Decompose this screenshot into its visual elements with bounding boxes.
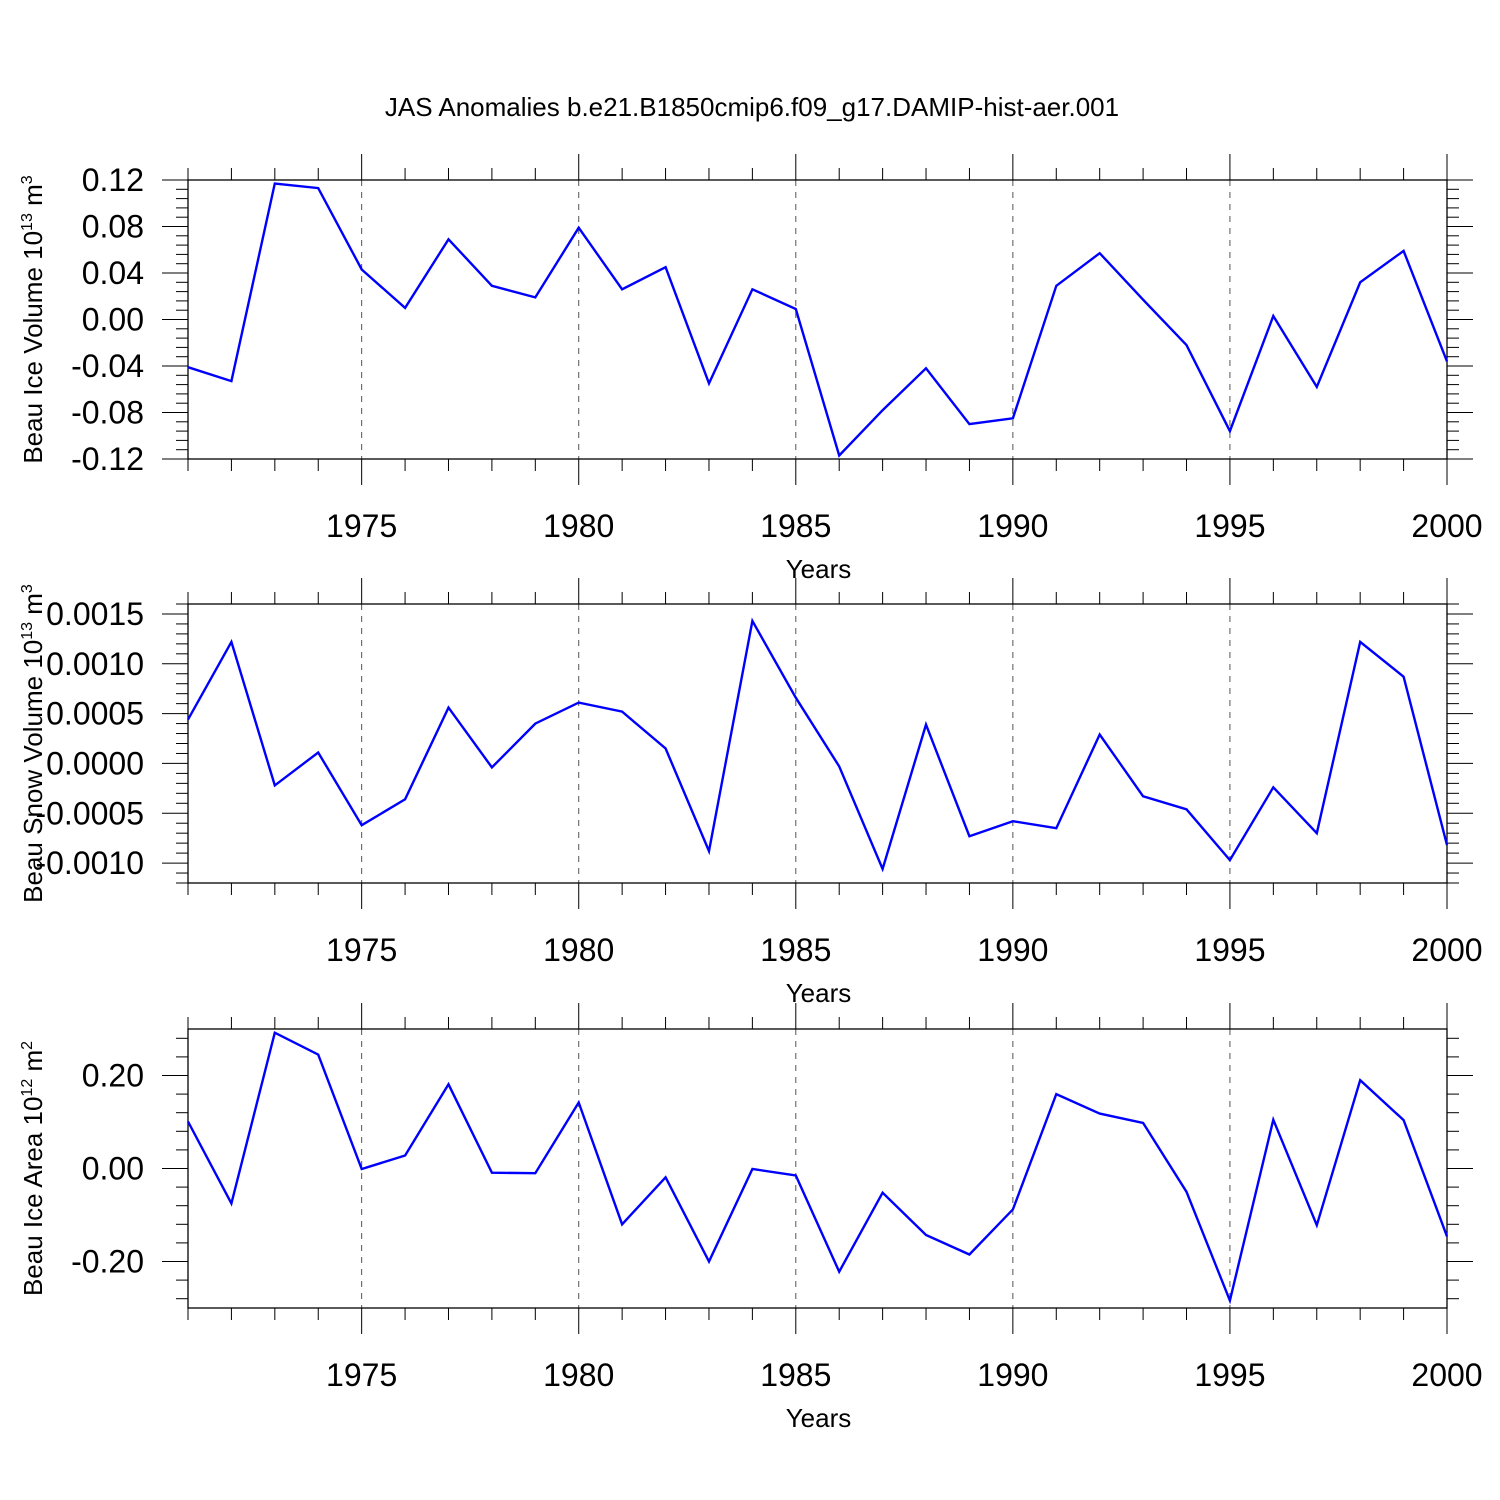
y-axis-title-main: Beau Snow Volume 10 xyxy=(18,640,48,903)
y-tick-label: 0.04 xyxy=(82,255,144,291)
x-tick-label: 2000 xyxy=(1411,1357,1482,1393)
x-axis-title: Years xyxy=(786,1403,852,1433)
y-tick-label: 0.08 xyxy=(82,209,144,245)
y-axis-title-main: Beau Ice Volume 10 xyxy=(18,231,48,464)
panel-1: -0.12 -0.08 -0.04 0.00 0.04 0.08 0.12 1975 1980 1… xyxy=(18,154,1483,584)
x-tick-label: 1980 xyxy=(543,508,614,544)
y-tick-label: -0.20 xyxy=(71,1244,144,1280)
y-axis-title-unit: m xyxy=(18,1050,48,1079)
x-tick-label: 1990 xyxy=(977,508,1048,544)
y-tick-label: 0.00 xyxy=(82,302,144,338)
y-axis-title-exponent: 13 xyxy=(19,622,36,640)
y-tick-label: -0.08 xyxy=(71,395,144,431)
y-tick-label: -0.0010 xyxy=(35,845,144,881)
x-tick-label: 2000 xyxy=(1411,508,1482,544)
plot-frame xyxy=(187,603,1448,884)
y-tick-label: 0.0000 xyxy=(46,745,144,781)
chart-panels: -0.12 -0.08 -0.04 0.00 0.04 0.08 0.12 1975 1980 1… xyxy=(18,154,1483,1433)
x-tick-label: 2000 xyxy=(1411,932,1482,968)
y-axis-title: Beau Ice Area 1012 m2 xyxy=(18,1041,48,1296)
x-tick-label: 1995 xyxy=(1194,932,1265,968)
y-tick-label: 0.0005 xyxy=(46,696,144,732)
x-tick-label: 1985 xyxy=(760,932,831,968)
series-line xyxy=(186,1030,1449,1305)
y-axis-title-unit-exponent: 2 xyxy=(19,1041,36,1050)
x-tick-label: 1975 xyxy=(326,508,397,544)
y-axis-title: Beau Ice Volume 1013 m3 xyxy=(18,175,48,463)
x-axis-title: Years xyxy=(786,554,852,584)
y-tick-label: 0.00 xyxy=(82,1151,144,1187)
y-axis-title-exponent: 13 xyxy=(19,213,36,231)
y-tick-label: 0.0010 xyxy=(46,646,144,682)
x-tick-label: 1975 xyxy=(326,1357,397,1393)
y-axis-title-unit: m xyxy=(18,184,48,213)
y-axis-title-unit-exponent: 3 xyxy=(19,175,36,184)
y-axis-title-unit-exponent: 3 xyxy=(19,584,36,593)
plot-frame xyxy=(187,179,1448,460)
y-axis-title-main: Beau Ice Area 10 xyxy=(18,1097,48,1296)
y-tick-label: -0.0005 xyxy=(35,795,144,831)
x-tick-label: 1985 xyxy=(760,508,831,544)
y-axis-title: Beau Snow Volume 1013 m3 xyxy=(18,584,48,903)
panel-2: -0.0010 -0.0005 0.0000 0.0005 0.0010 0.0015 19… xyxy=(18,578,1483,1008)
x-tick-label: 1975 xyxy=(326,932,397,968)
x-tick-label: 1980 xyxy=(543,1357,614,1393)
y-tick-label: 0.12 xyxy=(82,162,144,198)
y-tick-label: 0.20 xyxy=(82,1058,144,1094)
plot-frame xyxy=(187,1028,1448,1309)
y-tick-label: 0.0015 xyxy=(46,596,144,632)
series-line xyxy=(187,182,1449,458)
y-tick-label: -0.04 xyxy=(71,348,144,384)
series-line xyxy=(186,617,1449,873)
x-axis-title: Years xyxy=(786,978,852,1008)
x-tick-label: 1985 xyxy=(760,1357,831,1393)
chart-title: JAS Anomalies b.e21.B1850cmip6.f09_g17.D… xyxy=(385,92,1119,122)
x-tick-label: 1980 xyxy=(543,932,614,968)
y-axis-title-unit: m xyxy=(18,593,48,622)
y-tick-label: -0.12 xyxy=(71,441,144,477)
x-tick-label: 1990 xyxy=(977,932,1048,968)
x-tick-label: 1990 xyxy=(977,1357,1048,1393)
x-tick-label: 1995 xyxy=(1194,1357,1265,1393)
x-tick-label: 1995 xyxy=(1194,508,1265,544)
panel-3: -0.20 0.00 0.20 1975 1980 1985 1990 1995 2000 Yea… xyxy=(18,1003,1483,1433)
y-axis-title-exponent: 12 xyxy=(19,1079,36,1097)
